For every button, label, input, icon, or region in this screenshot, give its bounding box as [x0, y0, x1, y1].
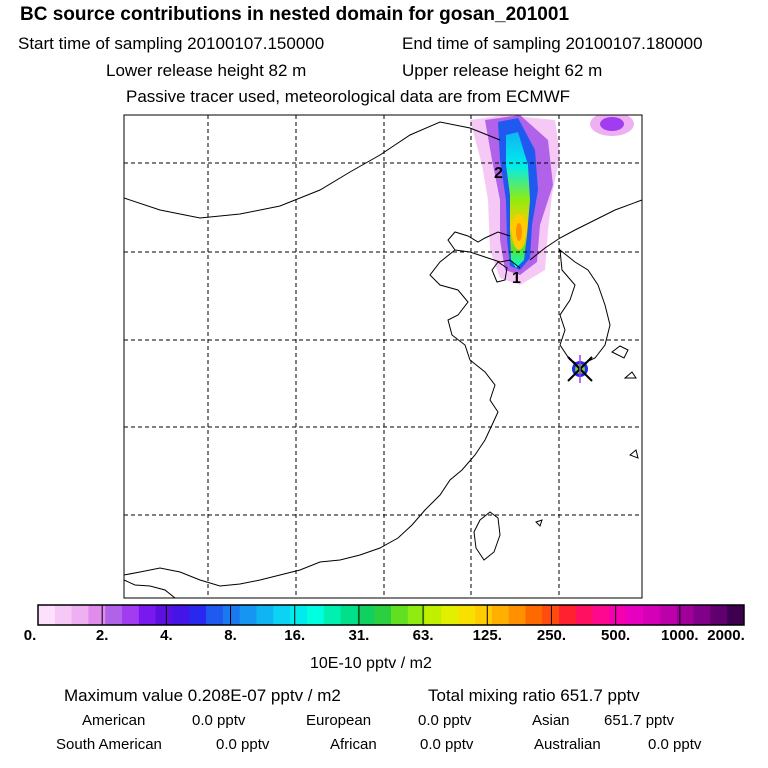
colorbar-tick-label: 8. — [224, 627, 237, 644]
total-mixing-ratio: Total mixing ratio 651.7 pptv — [428, 686, 640, 705]
colorbar-segment — [592, 605, 611, 625]
colorbar-segment — [508, 605, 526, 625]
colorbar-segment — [155, 605, 173, 625]
colorbar-segment — [559, 605, 577, 625]
region-value: 0.0 pptv — [418, 712, 472, 729]
colorbar-segment — [525, 605, 543, 625]
colorbar — [38, 605, 745, 625]
colorbar-segment — [693, 605, 711, 625]
colorbar-segment — [441, 605, 459, 625]
colorbar-segment — [374, 605, 392, 625]
colorbar-segment — [189, 605, 207, 625]
colorbar-segment — [172, 605, 190, 625]
colorbar-frame — [37, 604, 745, 626]
end-time-label: End time of sampling 20100107.180000 — [402, 34, 703, 53]
plume-marker-2: 2 — [494, 165, 503, 182]
colorbar-segment — [38, 605, 56, 625]
region-value: 0.0 pptv — [420, 736, 474, 753]
colorbar-segment — [357, 605, 375, 625]
colorbar-tick-label: 0. — [23, 627, 37, 644]
colorbar-segment — [340, 605, 358, 625]
colorbar-segment — [575, 605, 594, 625]
region-name: Australian — [534, 736, 601, 753]
colorbar-segment — [273, 605, 291, 625]
receptor-marker — [567, 355, 593, 383]
region-name: European — [306, 712, 372, 729]
colorbar-segment — [122, 605, 140, 625]
colorbar-segment — [105, 605, 123, 625]
colorbar-segment — [475, 605, 493, 625]
colorbar-segment — [542, 605, 560, 625]
colorbar-segment — [239, 605, 258, 625]
colorbar-segment — [676, 605, 695, 625]
colorbar-segment — [138, 605, 157, 625]
colorbar-segment — [407, 605, 426, 625]
colorbar-segment — [458, 605, 476, 625]
colorbar-unit: 10E-10 pptv / m2 — [310, 655, 432, 672]
start-time-label: Start time of sampling 20100107.150000 — [18, 34, 325, 53]
colorbar-segment — [626, 605, 644, 625]
region-name: American — [82, 712, 146, 729]
colorbar-segment — [306, 605, 325, 625]
colorbar-segment — [710, 605, 728, 625]
colorbar-segment — [206, 605, 224, 625]
plume-marker-1: 1 — [512, 270, 521, 287]
colorbar-tick-label: 500. — [601, 627, 631, 644]
colorbar-segment — [727, 605, 745, 625]
chart-title: BC source contributions in nested domain… — [20, 4, 570, 25]
colorbar-segment — [609, 605, 627, 625]
map-frame — [123, 114, 643, 599]
grid-lines — [124, 115, 642, 598]
upper-height-label: Upper release height 62 m — [402, 61, 603, 80]
lower-height-label: Lower release height 82 m — [106, 61, 307, 80]
colorbar-segment — [391, 605, 409, 625]
colorbar-segment — [290, 605, 308, 625]
colorbar-segment — [88, 605, 106, 625]
colorbar-tick-label: 16. — [284, 627, 306, 644]
region-value: 0.0 pptv — [192, 712, 246, 729]
colorbar-tick-label: 2. — [95, 627, 109, 644]
tracer-note: Passive tracer used, meteorological data… — [126, 87, 571, 106]
colorbar-segment — [659, 605, 678, 625]
colorbar-tick-label: 250. — [536, 627, 567, 644]
colorbar-segment — [54, 605, 73, 625]
region-value: 651.7 pptv — [604, 712, 675, 729]
region-value: 0.0 pptv — [216, 736, 270, 753]
map-area — [124, 115, 642, 598]
plume-max-inner — [516, 223, 522, 241]
coastlines — [124, 121, 642, 598]
colorbar-tick-label: 2000. — [707, 627, 745, 644]
colorbar-tick-label: 125. — [472, 627, 502, 644]
region-name: Asian — [532, 712, 570, 729]
region-name: African — [330, 736, 377, 753]
colorbar-tick-label: 63. — [412, 627, 434, 644]
region-name: South American — [56, 736, 162, 753]
colorbar-segment — [424, 605, 442, 625]
colorbar-segment — [323, 605, 342, 625]
maximum-value: Maximum value 0.208E-07 pptv / m2 — [64, 686, 341, 705]
colorbar-segment — [491, 605, 510, 625]
colorbar-segment — [71, 605, 89, 625]
colorbar-tick-label: 1000. — [661, 627, 699, 644]
colorbar-segment — [222, 605, 241, 625]
colorbar-tick-label: 4. — [160, 627, 173, 644]
colorbar-segment — [256, 605, 274, 625]
colorbar-tick-label: 31. — [348, 627, 370, 644]
region-value: 0.0 pptv — [648, 736, 702, 753]
colorbar-segment — [643, 605, 661, 625]
plume-secondary-core — [600, 117, 624, 131]
